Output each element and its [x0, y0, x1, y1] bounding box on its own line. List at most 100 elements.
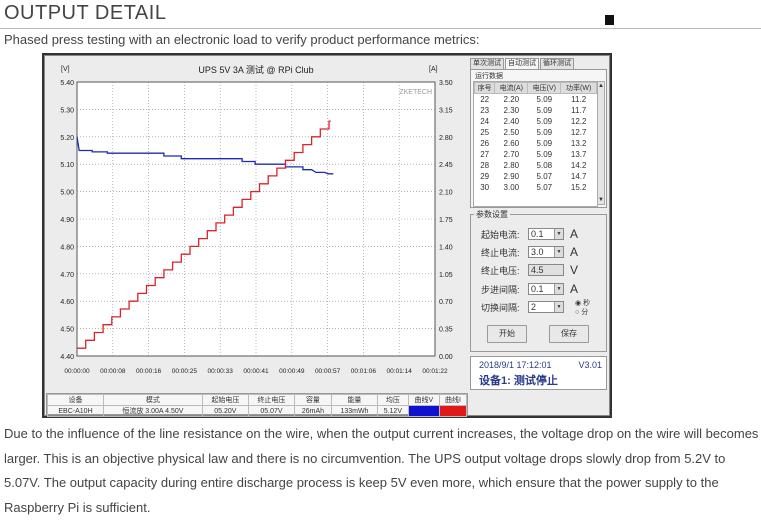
left-tick-label: 5.20 [60, 135, 74, 142]
end-current-unit: A [570, 245, 579, 259]
save-button[interactable]: 保存 [549, 325, 589, 343]
table-row[interactable]: 23 2.30 5.09 11.7 [475, 105, 597, 116]
row-current: 2.30 [503, 106, 520, 115]
table-row[interactable]: 28 2.80 5.08 14.2 [475, 160, 597, 171]
hdr-curve-i: 曲线I [438, 394, 468, 406]
row-power: 13.2 [570, 139, 587, 148]
run-data-scrollbar[interactable]: ▲ ▼ [597, 81, 605, 205]
summary-bar: 设备 模式 起始电压 终止电压 容量 能量 均压 曲线V 曲线I EBC-A10… [46, 393, 468, 417]
test-mode-tabs: 单次测试 自动测试 循环测试 [470, 58, 575, 69]
step-interval-unit: A [570, 282, 579, 296]
tab-loop-test[interactable]: 循环测试 [540, 58, 574, 69]
row-index: 24 [480, 117, 490, 126]
chart-title: UPS 5V 3A 测试 @ RPi Club [198, 64, 313, 75]
row-index: 30 [480, 183, 490, 192]
right-tick-label: 1.05 [439, 272, 453, 279]
params-group: 参数设置 起始电流: 0.1 ▼ A 终止电流: 3.0 ▼ A 终止电压: 4.5… [470, 209, 607, 352]
table-row[interactable]: 27 2.70 5.09 13.7 [475, 149, 597, 160]
tab-single-test[interactable]: 单次测试 [470, 58, 504, 69]
table-row[interactable]: 24 2.40 5.09 12.2 [475, 116, 597, 127]
radio-seconds[interactable]: ◉ 秒 [575, 300, 591, 307]
end-voltage-row: 终止电压: 4.5 V [481, 263, 578, 277]
val-avg-voltage: 5.12V [377, 405, 409, 417]
chevron-down-icon[interactable]: ▼ [554, 247, 563, 257]
col-current[interactable]: 电流(A) [494, 82, 529, 94]
switch-interval-label: 切换间隔: [481, 302, 520, 313]
scroll-down-icon[interactable]: ▼ [598, 197, 604, 203]
end-voltage-unit: V [570, 263, 579, 277]
curve-v-color-swatch[interactable] [407, 405, 440, 417]
row-current: 2.20 [503, 95, 520, 104]
curve-i-color-swatch[interactable] [438, 405, 468, 417]
x-tick-label: 00:01:22 [422, 368, 448, 375]
row-voltage: 5.09 [536, 117, 553, 126]
x-tick-label: 00:01:06 [351, 368, 377, 375]
row-index: 29 [480, 172, 490, 181]
step-interval-select[interactable]: 0.1 ▼ [528, 283, 564, 295]
table-row[interactable]: 29 2.90 5.07 14.7 [475, 171, 597, 182]
val-start-voltage: 05.20V [201, 405, 249, 417]
end-current-select[interactable]: 3.0 ▼ [528, 246, 564, 258]
row-index: 26 [480, 139, 490, 148]
row-current: 2.60 [503, 139, 520, 148]
hdr-capacity: 容量 [294, 394, 332, 406]
left-tick-label: 5.30 [60, 107, 74, 114]
row-power: 13.7 [570, 150, 587, 159]
status-panel: 2018/9/1 17:12:01 V3.01 设备1: 测试停止 [470, 356, 607, 390]
row-voltage: 5.07 [536, 172, 553, 181]
ebc-test-window: 5.40 3.50 5.30 3.15 5.20 2.80 5.10 2.45 5.00 2.10… [44, 55, 610, 417]
run-data-table: 序号 电流(A) 电压(V) 功率(W) 22 2.20 5.09 11.2 23 2.3… [473, 81, 598, 207]
current-series-line [77, 120, 331, 349]
left-tick-label: 4.50 [60, 327, 74, 334]
end-current-label: 终止电流: [481, 247, 520, 258]
row-index: 23 [480, 106, 490, 115]
row-index: 22 [480, 95, 490, 104]
x-tick-label: 00:00:25 [172, 368, 198, 375]
x-tick-label: 00:00:16 [136, 368, 162, 375]
status-timestamp: 2018/9/1 17:12:01 [479, 360, 552, 370]
chevron-down-icon[interactable]: ▼ [554, 302, 563, 312]
step-interval-label: 步进间隔: [481, 284, 520, 295]
radio-minutes[interactable]: ○ 分 [575, 309, 589, 316]
row-current: 2.70 [503, 150, 520, 159]
chevron-down-icon[interactable]: ▼ [554, 284, 563, 294]
row-voltage: 5.08 [536, 161, 553, 170]
x-tick-label: 00:00:08 [100, 368, 126, 375]
row-voltage: 5.09 [536, 139, 553, 148]
row-voltage: 5.09 [536, 106, 553, 115]
table-row[interactable]: 26 2.60 5.09 13.2 [475, 138, 597, 149]
table-row[interactable]: 25 2.50 5.09 12.7 [475, 127, 597, 138]
row-power: 11.7 [571, 106, 587, 115]
run-data-title: 运行数据 [475, 73, 503, 80]
run-data-group: 运行数据 序号 电流(A) 电压(V) 功率(W) 22 2.20 5.09 11.2… [470, 69, 607, 208]
start-current-label: 起始电流: [481, 229, 520, 240]
left-tick-label: 4.40 [60, 354, 74, 361]
intro-text: Phased press testing with an electronic … [4, 32, 480, 47]
switch-interval-select[interactable]: 2 ▼ [528, 301, 564, 313]
col-power[interactable]: 功率(W) [560, 82, 597, 94]
row-power: 12.2 [570, 117, 587, 126]
hdr-energy: 能量 [330, 394, 379, 406]
tab-auto-test[interactable]: 自动测试 [505, 58, 539, 69]
row-voltage: 5.09 [536, 128, 553, 137]
row-voltage: 5.09 [536, 150, 553, 159]
col-index[interactable]: 序号 [474, 82, 496, 94]
end-current-row: 终止电流: 3.0 ▼ A [481, 245, 578, 259]
left-tick-label: 4.70 [60, 272, 74, 279]
right-tick-label: 2.45 [439, 162, 453, 169]
start-button[interactable]: 开始 [487, 325, 527, 343]
scroll-up-icon[interactable]: ▲ [598, 83, 604, 89]
start-current-unit: A [570, 227, 579, 241]
left-tick-label: 5.00 [60, 190, 74, 197]
hdr-device: 设备 [46, 394, 105, 406]
right-tick-label: 3.15 [439, 107, 453, 114]
interval-unit-radios: ◉ 秒 ○ 分 [575, 299, 590, 317]
chevron-down-icon[interactable]: ▼ [554, 229, 563, 239]
start-current-select[interactable]: 0.1 ▼ [528, 228, 564, 240]
table-row[interactable]: 30 3.00 5.07 15.2 [475, 182, 597, 193]
row-power: 15.2 [570, 183, 587, 192]
end-voltage-field[interactable]: 4.5 [528, 264, 564, 276]
table-row[interactable]: 22 2.20 5.09 11.2 [475, 94, 597, 106]
col-voltage[interactable]: 电压(V) [527, 82, 562, 94]
black-square-icon [605, 15, 614, 25]
